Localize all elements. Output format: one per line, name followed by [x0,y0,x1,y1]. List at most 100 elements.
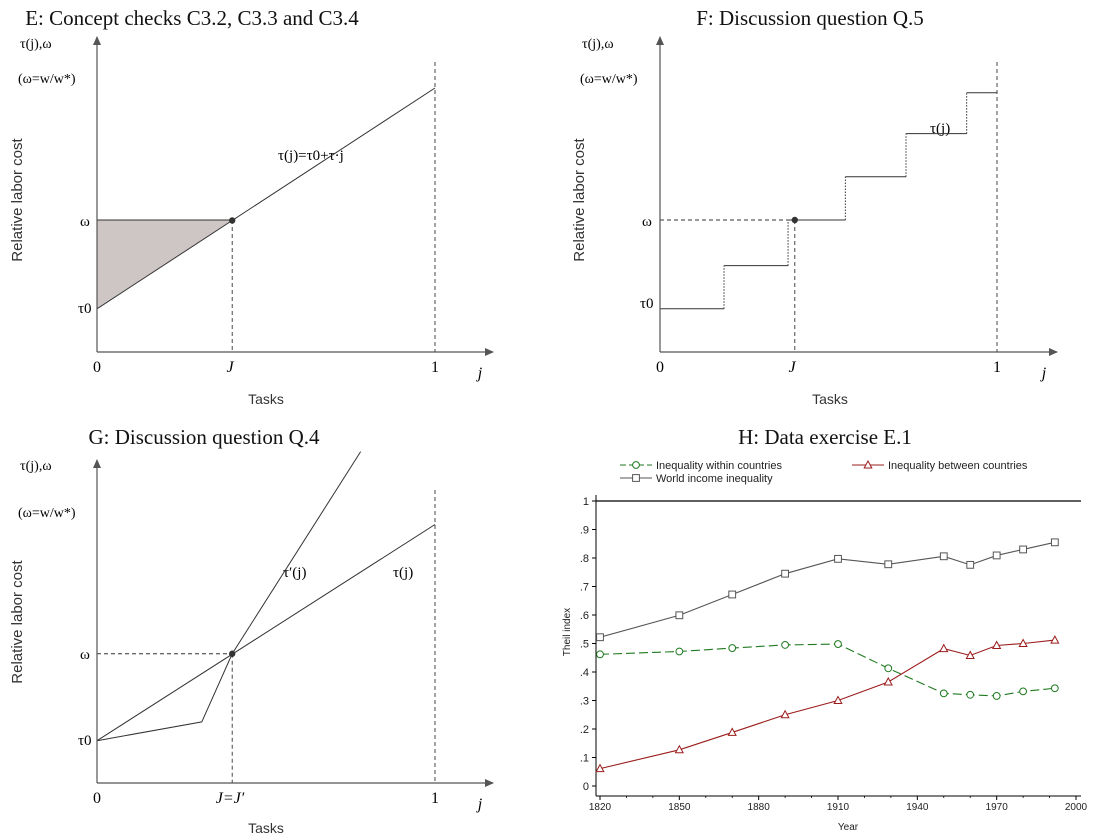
legend-label: Inequality between countries [888,460,1028,472]
panel-g-y-tau0: τ0 [78,733,92,749]
data-point [674,744,684,754]
y-tick-label: 0 [583,781,589,793]
panel-g-curve-label-1: τ′(j) [283,565,306,581]
panel-f-ylabel: Relative labor cost [571,137,588,261]
data-point [833,695,843,704]
panel-g-title: G: Discussion question Q.4 [89,425,321,449]
x-tick-label: 1970 [986,802,1009,813]
data-point [966,560,975,569]
data-point [992,692,1001,700]
x-tick-label: 1850 [668,802,691,813]
panel-h-ylabel: Theil index [562,608,573,656]
data-point [834,554,842,563]
panel-f-plot [656,36,1058,356]
curve-tau-prime [96,451,362,742]
x-tick-label: 1910 [827,802,850,813]
panel-h-plot: 0 .1 .2 .3 .4 .5 .6 .7 .8 .9 1 1820 1850 1880 1910 1940… [580,495,1088,813]
y-tick-label: 1 [583,496,589,508]
panel-g-x-one: 1 [431,790,439,807]
panel-e-title: E: Concept checks C3.2, C3.3 and C3.4 [25,6,359,30]
panel-f-x-one: 1 [993,359,1001,376]
panel-e-x-var: j [476,365,483,382]
panel-h-legend: Inequality within countries Inequality be… [620,459,1028,485]
panel-f-x-var: j [1040,365,1047,382]
panel-e-ylabel: Relative labor cost [9,137,26,261]
panel-h-title: H: Data exercise E.1 [738,425,912,449]
panel-f-x-J: J [788,359,796,376]
panel-e-curve-label: τ(j)=τ0+τ·j [278,148,344,164]
panel-e-x-one: 1 [431,359,439,376]
panel-f-title: F: Discussion question Q.5 [696,6,924,30]
panel-g-y-note: (ω=w/w*) [18,506,76,521]
data-point [939,643,949,653]
panel-f-y-note: (ω=w/w*) [580,72,638,87]
legend-label: World income inequality [656,473,773,485]
x-tick-label: 1940 [906,802,929,813]
data-point [596,650,604,659]
data-point [727,727,737,736]
data-point [728,644,737,652]
data-point [965,650,975,659]
panel-e-y-tau0: τ0 [78,301,92,317]
panel-f-xlabel: Tasks [812,391,848,407]
data-point [1018,638,1028,647]
panel-g-curve-label-2: τ(j) [393,565,413,581]
intersection-point [229,650,236,657]
data-point [1050,538,1059,547]
data-point [992,640,1002,649]
panel-g-plot [93,451,494,787]
panel-g: G: Discussion question Q.4 τ(j),ω (ω=w/w… [9,425,494,836]
data-point [675,611,684,620]
data-point [939,689,948,698]
panel-f-x-origin: 0 [656,359,664,376]
panel-g-x-var: j [476,796,483,813]
panel-f: F: Discussion question Q.5 τ(j),ω (ω=w/w… [571,6,1058,407]
data-point [596,633,604,642]
y-tick-label: .9 [580,525,589,537]
data-point [939,552,948,561]
panel-f-y-omega: ω [642,214,652,230]
data-point [780,709,790,719]
data-point [966,690,975,699]
data-point [1019,545,1028,554]
legend-label: Inequality within countries [656,460,782,472]
data-point [883,676,893,686]
x-tick-label: 2000 [1065,802,1088,813]
panel-e-x-origin: 0 [93,359,101,376]
data-point [675,647,684,656]
data-point [884,560,893,569]
panel-g-x-J: J=J′ [216,790,245,807]
panel-g-y-symbol: τ(j),ω [20,459,52,474]
intersection-point [791,216,798,224]
series-line-0 [599,643,1055,697]
y-tick-label: .5 [580,639,589,651]
legend-marker [632,474,640,482]
panel-g-x-origin: 0 [93,790,101,807]
x-tick-label: 1880 [748,802,771,813]
panel-f-curve-label: τ(j) [930,121,950,137]
data-point [781,569,790,578]
panel-e-y-omega: ω [80,214,90,230]
x-tick-label: 1820 [589,802,612,813]
data-point [781,641,790,649]
panel-h-xlabel: Year [838,822,859,833]
y-tick-label: .1 [580,753,589,765]
panel-e-y-symbol: τ(j),ω [20,37,52,52]
curve-tau [96,87,436,310]
series-line-2 [599,541,1055,638]
panel-e: E: Concept checks C3.2, C3.3 and C3.4 τ(… [9,6,494,407]
intersection-point [229,217,236,224]
y-tick-label: .3 [580,696,589,708]
y-tick-label: .8 [580,553,589,565]
y-tick-label: .4 [580,667,589,679]
legend-marker [863,459,873,469]
panel-e-xlabel: Tasks [248,391,284,407]
panel-e-y-note: (ω=w/w*) [18,72,76,87]
legend-marker [632,461,640,469]
panel-g-y-omega: ω [80,647,90,663]
data-point [1050,635,1060,644]
panel-e-plot [93,36,494,356]
panel-e-x-J: J [226,359,234,376]
curve-tau [96,524,436,742]
